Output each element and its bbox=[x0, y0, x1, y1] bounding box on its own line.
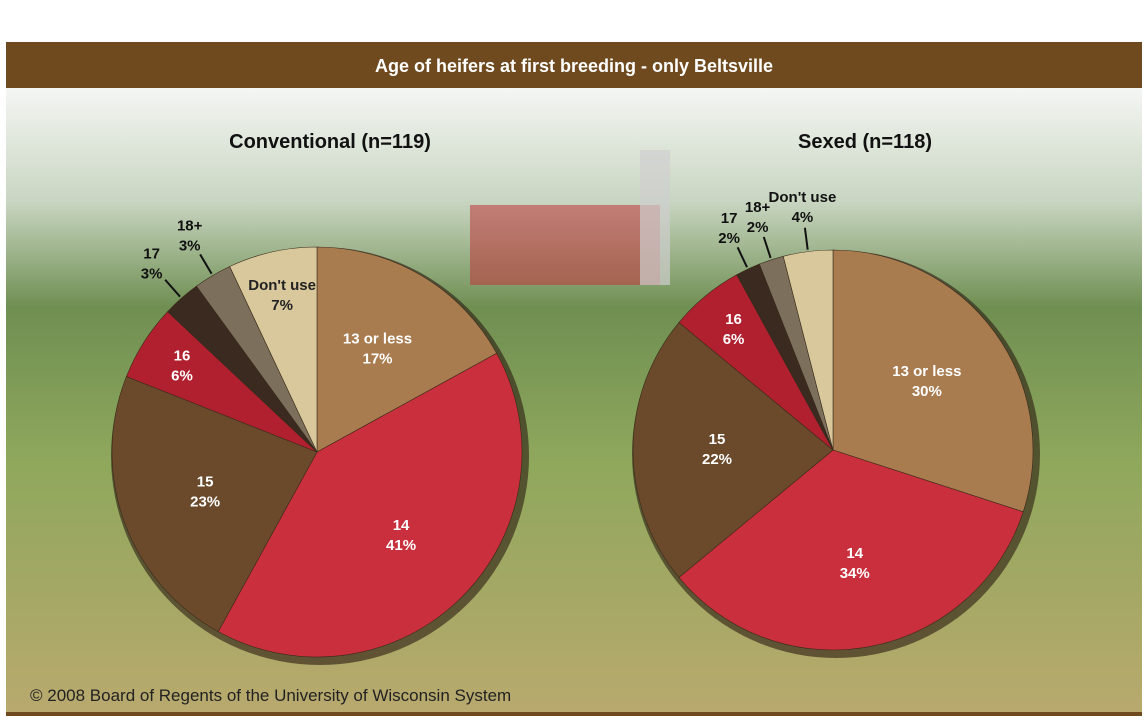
slice-value-label: 3% bbox=[141, 265, 163, 282]
barn bbox=[470, 205, 660, 285]
slice-value-label: 4% bbox=[792, 209, 814, 226]
slice-category: 14 bbox=[846, 545, 863, 562]
slice-value-label: 17% bbox=[363, 351, 393, 368]
chart-title: Age of heifers at first breeding - only … bbox=[375, 56, 773, 76]
slice-value-label: 2% bbox=[747, 219, 769, 236]
slice-category: Don't use bbox=[248, 277, 316, 294]
slice-value-label: 3% bbox=[179, 238, 201, 255]
slice-value-label: 6% bbox=[171, 367, 193, 384]
slice-value-label: 41% bbox=[386, 537, 416, 554]
slice-category: 18+ bbox=[177, 218, 203, 235]
slice-category: 16 bbox=[725, 311, 742, 328]
slice-value-label: 7% bbox=[271, 297, 293, 314]
pie-title: Sexed (n=118) bbox=[798, 131, 932, 153]
slice-value-label: 6% bbox=[723, 331, 745, 348]
slice-category: 13 or less bbox=[892, 363, 961, 380]
slice-value-label: 22% bbox=[702, 451, 732, 468]
slice-category: 14 bbox=[393, 517, 410, 534]
slice-category: 18+ bbox=[745, 199, 771, 216]
slice-category: 16 bbox=[174, 347, 191, 364]
slice-value-label: 2% bbox=[718, 230, 740, 247]
bottom-rule bbox=[6, 712, 1142, 716]
pie-title: Conventional (n=119) bbox=[229, 131, 431, 153]
footer: © 2008 Board of Regents of the Universit… bbox=[30, 686, 511, 705]
chart: Age of heifers at first breeding - only … bbox=[0, 0, 1147, 721]
slice-value-label: 23% bbox=[190, 493, 220, 510]
slice-value-label: 34% bbox=[840, 565, 870, 582]
silo bbox=[640, 150, 670, 285]
slice-value-label: 30% bbox=[912, 383, 942, 400]
slice-category: Don't use bbox=[769, 189, 837, 206]
slice-category: 15 bbox=[197, 473, 214, 490]
slice-category: 17 bbox=[721, 210, 738, 227]
slice-category: 17 bbox=[143, 245, 160, 262]
slice-category: 13 or less bbox=[343, 331, 412, 348]
slice-category: 15 bbox=[709, 431, 726, 448]
